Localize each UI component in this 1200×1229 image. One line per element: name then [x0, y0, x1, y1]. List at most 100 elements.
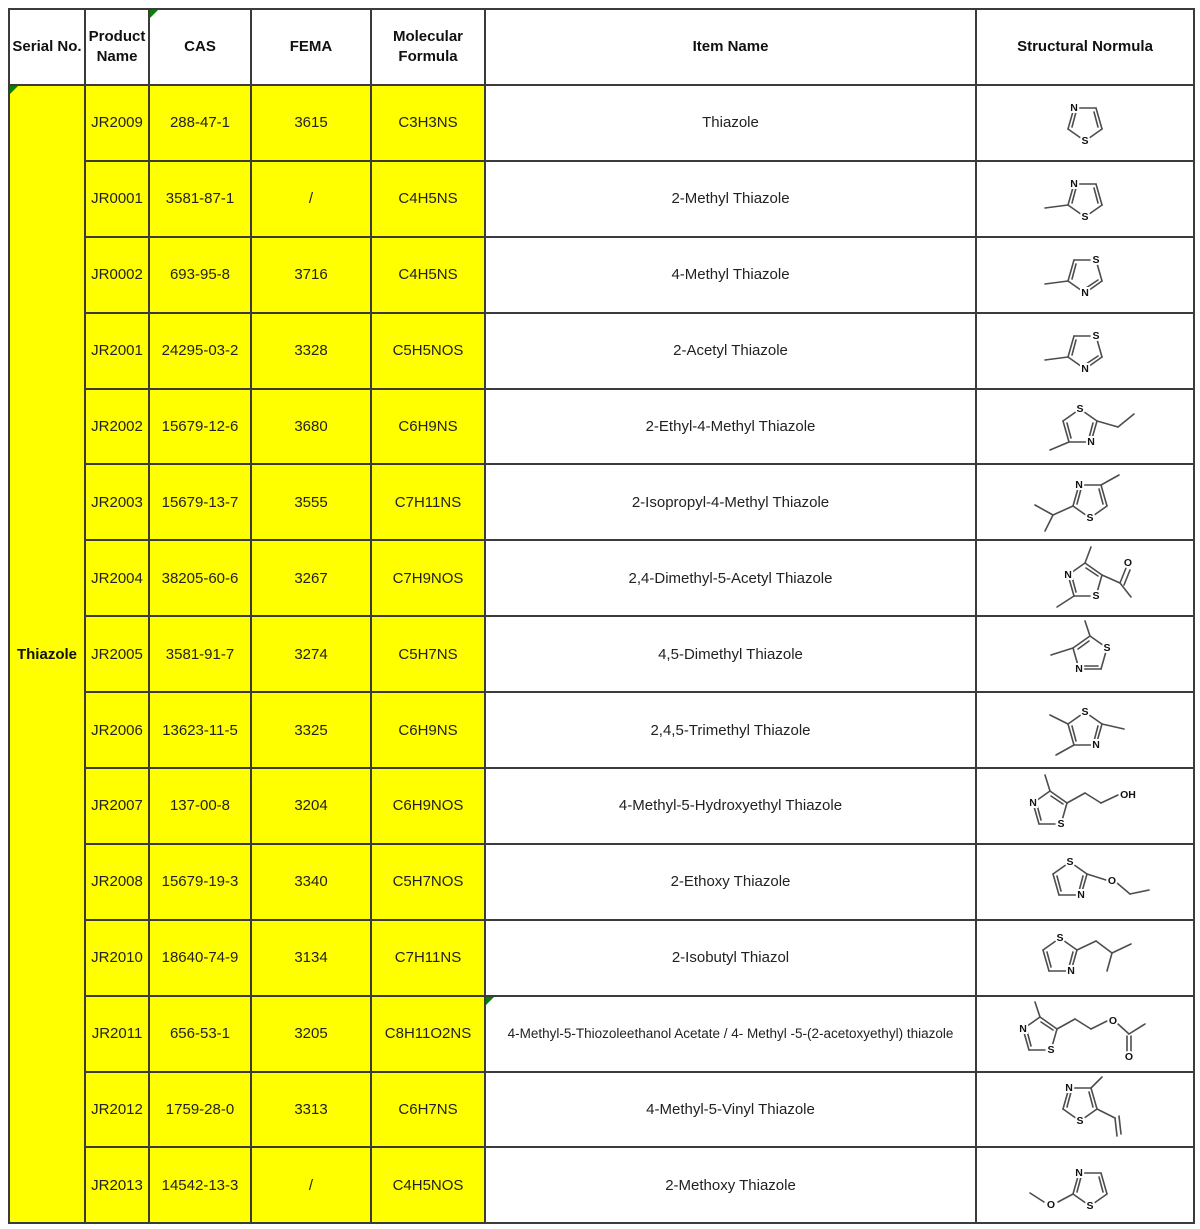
table-row: JR2010 18640-74-9 3134 C7H11NS 2-Isobutyl Th…: [9, 918, 1195, 997]
4-methyl-5-acetoxyethyl-thiazole-ring-icon: N S O O: [1017, 1000, 1146, 1065]
table-row: Thiazole JR2009 288-47-1 3615 C3H3NS Thiazole…: [8, 83, 1195, 1225]
column-header-item-name: Item Name: [484, 8, 977, 86]
svg-text:O: O: [1047, 1199, 1055, 1211]
cell-cas-number: 13623-11-5: [148, 691, 252, 770]
cell-molecular-formula: C7H9NOS: [370, 539, 486, 618]
cell-fema-number: /: [250, 1146, 372, 1225]
cell-fema-number: 3205: [250, 994, 372, 1073]
svg-text:N: N: [1081, 363, 1089, 375]
cell-item-name: 4-Methyl Thiazole: [484, 235, 977, 314]
serial-group-cell: Thiazole: [8, 83, 86, 1225]
column-header-molecular-formula: Molecular Formula: [370, 8, 486, 86]
cell-molecular-formula: C4H5NS: [370, 235, 486, 314]
2-ethyl-4-methyl-thiazole-ring-icon: SN: [1049, 401, 1135, 451]
cell-product-name: JR0001: [84, 159, 150, 238]
cell-structural-formula: N S O: [975, 1146, 1195, 1225]
cell-fema-number: 3204: [250, 767, 372, 845]
svg-text:S: S: [1103, 642, 1110, 654]
svg-text:N: N: [1070, 178, 1078, 190]
thiazole-ring-icon: SN: [1067, 100, 1103, 149]
svg-text:OH: OH: [1120, 789, 1136, 801]
svg-text:S: S: [1076, 403, 1083, 415]
cell-molecular-formula: C6H9NOS: [370, 767, 486, 845]
2-isopropyl-4-methyl-thiazole-ring-icon: NS: [1034, 474, 1120, 533]
svg-text:N: N: [1067, 965, 1075, 977]
svg-text:S: S: [1076, 1115, 1083, 1127]
cell-fema-number: 3340: [250, 842, 372, 921]
table-row: JR2002 15679-12-6 3680 C6H9NS 2-Ethyl-4-Meth…: [9, 387, 1195, 466]
cell-item-name: Thiazole: [484, 84, 977, 162]
cell-structural-formula: S N O: [975, 842, 1195, 921]
cell-cas-number: 15679-12-6: [148, 387, 252, 466]
cell-item-name: 2-Acetyl Thiazole: [484, 311, 977, 390]
cell-cas-number: 15679-19-3: [148, 842, 252, 921]
svg-text:N: N: [1019, 1023, 1027, 1035]
cell-cas-number: 3581-91-7: [148, 615, 252, 694]
cell-fema-number: 3555: [250, 463, 372, 542]
cell-item-name: 4-Methyl-5-Hydroxyethyl Thiazole: [484, 767, 977, 845]
cell-fema-number: 3680: [250, 387, 372, 466]
table-row: JR2013 14542-13-3/C4H5NOS 2-Methoxy Thiazo…: [9, 1146, 1195, 1225]
svg-text:O: O: [1109, 1015, 1117, 1027]
svg-text:S: S: [1056, 932, 1063, 944]
cell-fema-number: 3325: [250, 691, 372, 770]
cell-item-name: 2,4-Dimethyl-5-Acetyl Thiazole: [484, 539, 977, 618]
cell-product-name: JR2006: [84, 691, 150, 770]
cell-fema-number: 3716: [250, 235, 372, 314]
table-row: JR2003 15679-13-7 3555 C7H11NS 2-Isopropyl-4…: [9, 463, 1195, 542]
svg-text:S: S: [1081, 211, 1088, 223]
cell-product-name: JR2013: [84, 1146, 150, 1225]
cell-product-name: JR2011: [84, 994, 150, 1073]
cell-product-name: JR2002: [84, 387, 150, 466]
compound-table: Serial No. Product Name CAS FEMA Molecul…: [8, 8, 1195, 1225]
column-header-product-name: Product Name: [84, 8, 150, 86]
table-row: JR0002 693-95-8 3716 C4H5NS 4-Methyl Thiazol…: [9, 235, 1195, 314]
cell-cas-number: 38205-60-6: [148, 539, 252, 618]
cell-fema-number: 3267: [250, 539, 372, 618]
cell-product-name: JR2008: [84, 842, 150, 921]
cell-cas-number: 18640-74-9: [148, 918, 252, 997]
2-4-dimethyl-5-acetyl-thiazole-ring-icon: N S O: [1056, 546, 1134, 609]
svg-text:N: N: [1070, 102, 1078, 114]
cell-molecular-formula: C8H11O2NS: [370, 994, 486, 1073]
cell-molecular-formula: C7H11NS: [370, 463, 486, 542]
svg-text:N: N: [1092, 739, 1100, 751]
cell-structural-formula: N S OH: [975, 767, 1195, 845]
2-4-5-trimethyl-thiazole-ring-icon: SN: [1049, 704, 1125, 756]
cell-cas-number: 137-00-8: [148, 767, 252, 845]
svg-text:S: S: [1081, 135, 1088, 147]
table-header: Serial No. Product Name CAS FEMA Molecul…: [8, 8, 1195, 86]
svg-text:N: N: [1075, 479, 1083, 491]
svg-text:N: N: [1075, 663, 1083, 675]
cell-item-name: 2,4,5-Trimethyl Thiazole: [484, 691, 977, 770]
cell-fema-number: 3134: [250, 918, 372, 997]
cell-molecular-formula: C6H9NS: [370, 387, 486, 466]
cell-molecular-formula: C5H7NS: [370, 615, 486, 694]
cell-cas-number: 1759-28-0: [148, 1070, 252, 1149]
svg-text:S: S: [1092, 254, 1099, 266]
2-ethoxy-thiazole-ring-icon: S N O: [1052, 854, 1150, 903]
cell-fema-number: 3328: [250, 311, 372, 390]
cell-item-name: 2-Methyl Thiazole: [484, 159, 977, 238]
cell-fema-number: 3615: [250, 84, 372, 162]
cell-item-name: 2-Ethoxy Thiazole: [484, 842, 977, 921]
cell-product-name: JR2005: [84, 615, 150, 694]
4-methyl-thiazole-ring-icon: SN: [1044, 252, 1103, 301]
cell-product-name: JR2003: [84, 463, 150, 542]
svg-text:N: N: [1029, 797, 1037, 809]
cell-fema-number: 3274: [250, 615, 372, 694]
table-row: JR2005 3581-91-7 3274 C5H7NS 4,5-Dimethyl Th…: [9, 615, 1195, 694]
table-row: JR2001 24295-03-2 3328 C5H5NOS 2-Acetyl Thia…: [9, 311, 1195, 390]
2-isobutyl-thiazole-ring-icon: SN: [1042, 930, 1132, 979]
cell-molecular-formula: C6H9NS: [370, 691, 486, 770]
cell-item-name: 2-Methoxy Thiazole: [484, 1146, 977, 1225]
cell-cas-number: 24295-03-2: [148, 311, 252, 390]
svg-text:S: S: [1092, 590, 1099, 602]
4-methyl-5-vinyl-thiazole-ring-icon: NS: [1062, 1075, 1122, 1137]
